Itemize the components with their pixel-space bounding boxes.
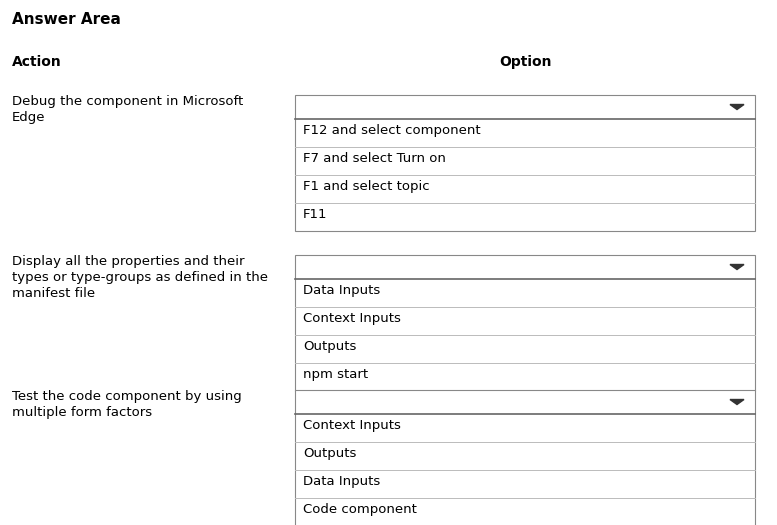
Bar: [295, 95, 755, 231]
Text: types or type-groups as defined in the: types or type-groups as defined in the: [12, 271, 268, 284]
Bar: [295, 255, 755, 391]
Text: Data Inputs: Data Inputs: [303, 475, 380, 488]
Text: F7 and select Turn on: F7 and select Turn on: [303, 152, 446, 165]
Text: Context Inputs: Context Inputs: [303, 312, 401, 325]
Text: F1 and select topic: F1 and select topic: [303, 180, 430, 193]
Text: Outputs: Outputs: [303, 447, 357, 460]
Polygon shape: [730, 400, 744, 404]
Text: Data Inputs: Data Inputs: [303, 284, 380, 297]
Text: npm start: npm start: [303, 368, 368, 381]
Text: Test the code component by using: Test the code component by using: [12, 390, 242, 403]
Text: Code component: Code component: [303, 503, 417, 516]
Bar: [295, 390, 755, 525]
Text: Option: Option: [499, 55, 551, 69]
Text: Action: Action: [12, 55, 61, 69]
Text: F11: F11: [303, 208, 327, 221]
Text: Debug the component in Microsoft: Debug the component in Microsoft: [12, 95, 243, 108]
Text: Answer Area: Answer Area: [12, 12, 121, 27]
Text: manifest file: manifest file: [12, 287, 95, 300]
Text: F12 and select component: F12 and select component: [303, 124, 481, 137]
Text: Edge: Edge: [12, 111, 46, 124]
Polygon shape: [730, 265, 744, 269]
Text: Display all the properties and their: Display all the properties and their: [12, 255, 245, 268]
Polygon shape: [730, 104, 744, 110]
Text: multiple form factors: multiple form factors: [12, 406, 152, 419]
Text: Outputs: Outputs: [303, 340, 357, 353]
Text: Context Inputs: Context Inputs: [303, 419, 401, 432]
